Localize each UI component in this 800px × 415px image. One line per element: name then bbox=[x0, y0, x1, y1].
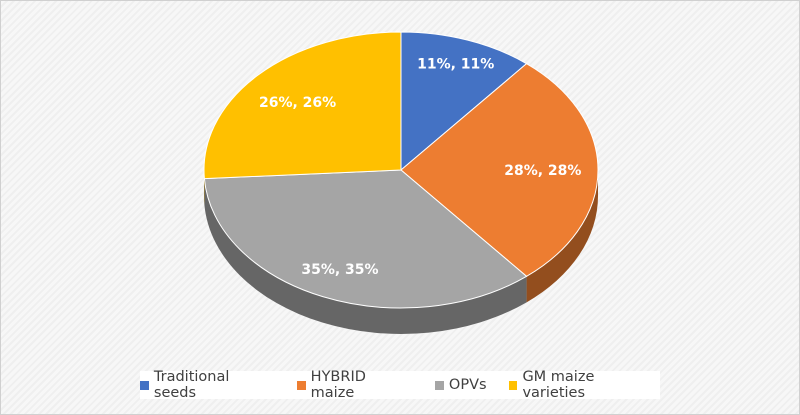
data-label: 35%, 35% bbox=[301, 262, 378, 278]
legend-item-gm-maize: GM maize varieties bbox=[508, 369, 660, 401]
data-label: 28%, 28% bbox=[504, 163, 581, 179]
data-label: 26%, 26% bbox=[259, 95, 336, 111]
pie-slice-traditional-seeds bbox=[400, 31, 528, 172]
data-label: 11%, 11% bbox=[417, 57, 494, 73]
legend-swatch bbox=[296, 380, 306, 390]
pie-slice-opvs bbox=[203, 169, 528, 309]
legend-swatch bbox=[434, 380, 444, 390]
legend-item-traditional-seeds: Traditional seeds bbox=[140, 369, 275, 401]
legend-swatch bbox=[508, 380, 518, 390]
legend-item-hybrid-maize: HYBRID maize bbox=[296, 369, 413, 401]
pie-side-1 bbox=[526, 170, 598, 303]
legend-label: OPVs bbox=[448, 377, 487, 393]
legend-label: Traditional seeds bbox=[153, 369, 230, 401]
pie-side-2 bbox=[204, 178, 527, 335]
pie-slice-hybrid-maize bbox=[400, 63, 599, 277]
pie-slice-gm-maize-varieties bbox=[203, 31, 402, 180]
legend-label: HYBRID maize bbox=[310, 369, 366, 401]
legend: Traditional seeds HYBRID maize OPVs GM m… bbox=[140, 369, 660, 401]
legend-swatch bbox=[140, 380, 149, 390]
legend-item-opvs: OPVs bbox=[434, 377, 487, 393]
legend-label: GM maize varieties bbox=[522, 369, 595, 401]
